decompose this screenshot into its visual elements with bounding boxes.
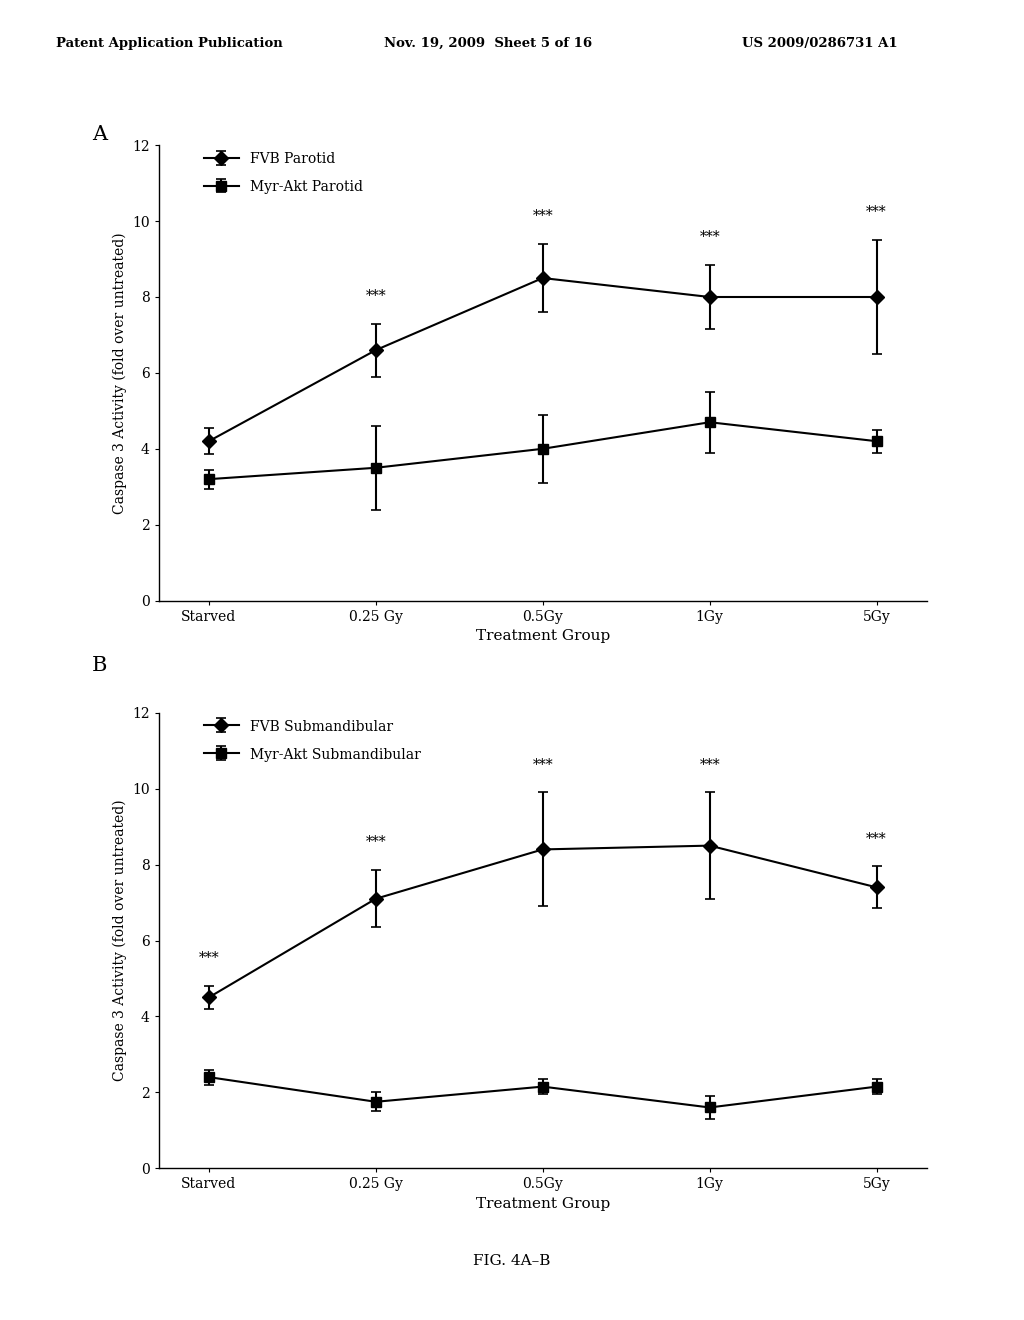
Text: ***: ***: [866, 205, 887, 219]
Legend: FVB Submandibular, Myr-Akt Submandibular: FVB Submandibular, Myr-Akt Submandibular: [204, 719, 421, 762]
Text: ***: ***: [366, 289, 386, 302]
Text: B: B: [92, 656, 108, 675]
Text: ***: ***: [866, 832, 887, 846]
Text: ***: ***: [699, 758, 720, 772]
X-axis label: Treatment Group: Treatment Group: [475, 1197, 610, 1210]
Text: Nov. 19, 2009  Sheet 5 of 16: Nov. 19, 2009 Sheet 5 of 16: [384, 37, 592, 50]
Text: ***: ***: [532, 209, 553, 223]
Text: US 2009/0286731 A1: US 2009/0286731 A1: [742, 37, 898, 50]
Text: A: A: [92, 125, 108, 144]
Text: FIG. 4A–B: FIG. 4A–B: [473, 1254, 551, 1267]
Text: ***: ***: [532, 758, 553, 772]
Text: ***: ***: [366, 836, 386, 850]
Text: ***: ***: [199, 952, 219, 965]
Y-axis label: Caspase 3 Activity (fold over untreated): Caspase 3 Activity (fold over untreated): [112, 232, 127, 513]
Legend: FVB Parotid, Myr-Akt Parotid: FVB Parotid, Myr-Akt Parotid: [204, 152, 362, 194]
X-axis label: Treatment Group: Treatment Group: [475, 630, 610, 643]
Text: Patent Application Publication: Patent Application Publication: [56, 37, 283, 50]
Text: ***: ***: [699, 230, 720, 244]
Y-axis label: Caspase 3 Activity (fold over untreated): Caspase 3 Activity (fold over untreated): [112, 800, 127, 1081]
